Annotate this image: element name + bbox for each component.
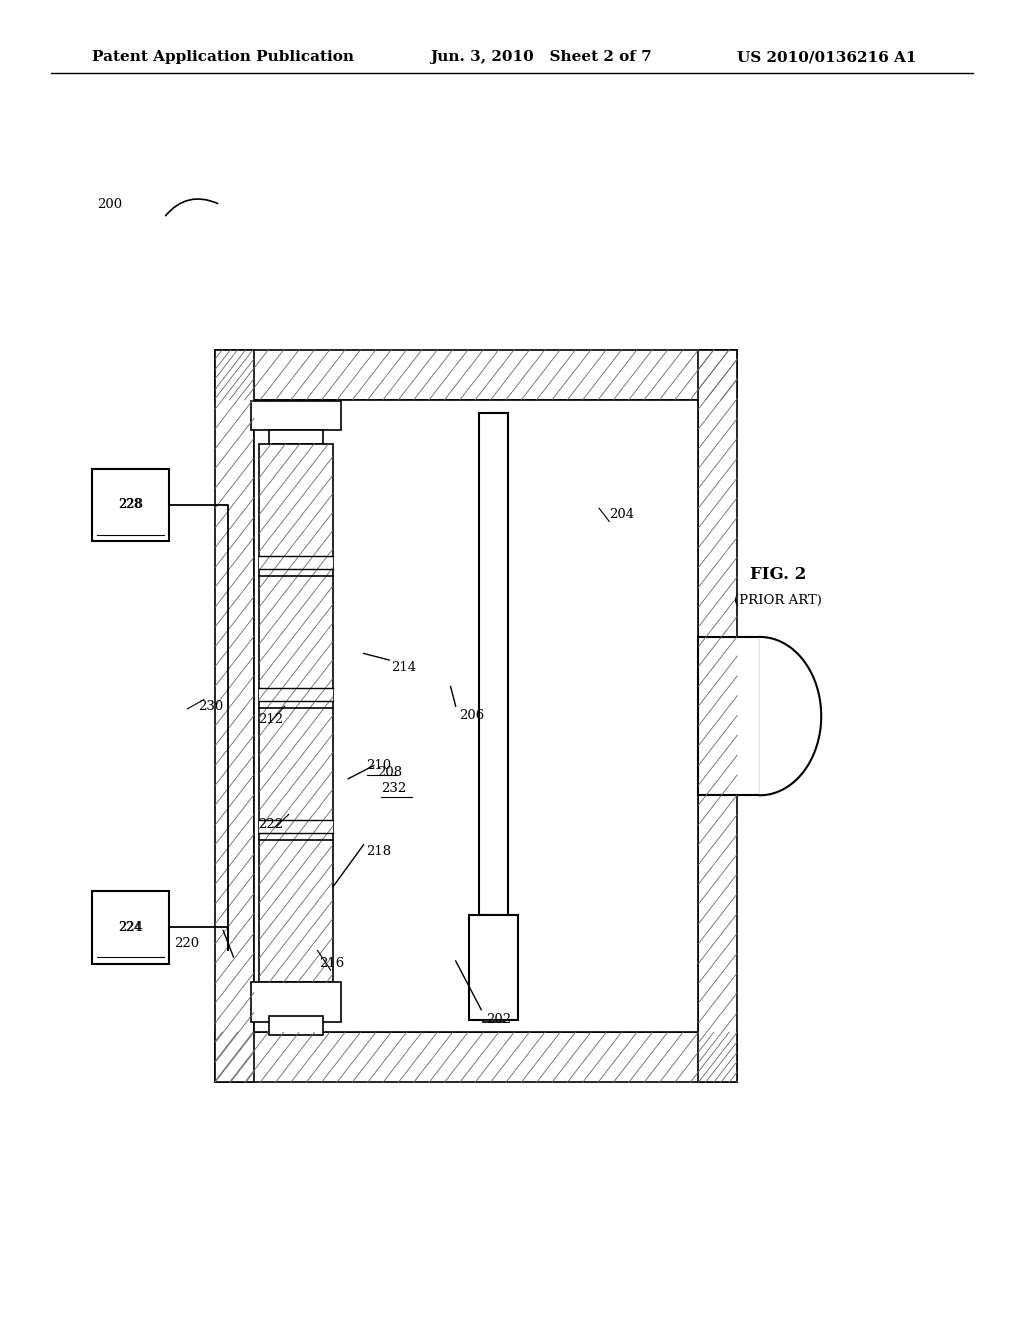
Text: 204: 204 [609,508,635,521]
Text: 208: 208 [377,766,402,779]
Bar [215,350,737,400]
Bar [92,469,169,541]
Text: 228: 228 [119,499,142,511]
Bar [469,915,518,1020]
Text: 216: 216 [319,957,345,970]
Bar [698,636,760,795]
Text: 218: 218 [367,845,392,858]
Bar [479,413,508,915]
Text: 224: 224 [118,921,143,933]
Text: 214: 214 [391,661,417,675]
Bar [259,688,333,701]
Text: 232: 232 [381,781,407,795]
Text: 212: 212 [258,713,284,726]
Bar [215,350,254,1082]
Bar [251,982,341,1022]
Text: 222: 222 [258,818,284,832]
Text: 230: 230 [198,700,223,713]
Bar [254,400,698,1032]
Text: FIG. 2: FIG. 2 [750,566,807,582]
Text: 206: 206 [459,709,484,722]
Text: 224: 224 [119,921,142,933]
Bar [269,430,323,444]
Text: 200: 200 [97,198,123,211]
Bar [483,1020,504,1022]
Bar [698,350,737,1082]
Text: 228: 228 [118,499,143,511]
Bar [259,556,333,569]
Polygon shape [760,636,821,795]
Bar [215,1032,737,1082]
Text: 202: 202 [486,1012,512,1026]
Text: 210: 210 [367,759,392,772]
Bar [251,401,341,430]
Text: Jun. 3, 2010   Sheet 2 of 7: Jun. 3, 2010 Sheet 2 of 7 [430,50,652,65]
Text: (PRIOR ART): (PRIOR ART) [734,594,822,607]
Bar [259,820,333,833]
Bar [259,444,333,982]
Text: US 2010/0136216 A1: US 2010/0136216 A1 [737,50,916,65]
Text: 220: 220 [174,937,200,950]
Bar [92,891,169,964]
Text: Patent Application Publication: Patent Application Publication [92,50,354,65]
Bar [269,1016,323,1035]
